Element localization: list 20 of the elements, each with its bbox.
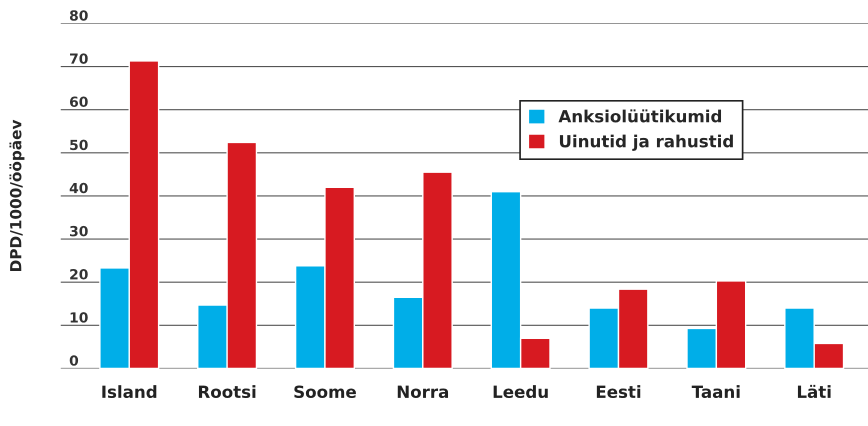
y-tick-label: 60 bbox=[70, 96, 88, 108]
x-tick-label: Island bbox=[102, 385, 156, 398]
legend-label: Uinutid ja rahustid bbox=[560, 134, 733, 151]
y-tick-label: 50 bbox=[70, 140, 88, 150]
x-tick-label: Norra bbox=[398, 386, 448, 398]
x-tick-label: Taani bbox=[692, 385, 740, 398]
x-tick-label: Soome bbox=[294, 385, 356, 398]
y-tick-label: 10 bbox=[70, 312, 88, 323]
x-tick-label: Eesti bbox=[596, 385, 640, 398]
y-tick-label: 70 bbox=[70, 53, 88, 64]
y-tick-label: 20 bbox=[70, 269, 88, 280]
x-tick-label: Läti bbox=[798, 384, 831, 398]
legend-label: Anksiolüütikumid bbox=[558, 109, 722, 123]
x-tick-label: Rootsi bbox=[198, 385, 256, 398]
y-tick-label: 30 bbox=[70, 226, 88, 236]
y-axis-title: DPD/1000/ööpäev bbox=[9, 120, 24, 271]
y-tick-label: 40 bbox=[70, 182, 88, 194]
x-tick-label: Leedu bbox=[494, 385, 548, 398]
y-tick-label: 80 bbox=[70, 10, 88, 21]
y-tick-label: 0 bbox=[70, 355, 78, 366]
